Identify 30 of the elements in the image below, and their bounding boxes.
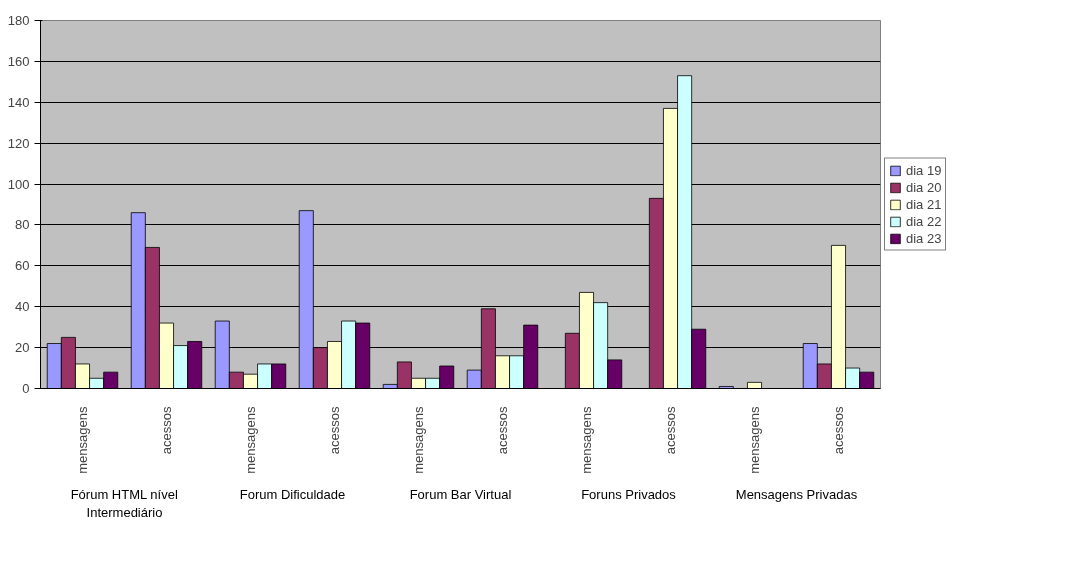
x-tick-label: acessos: [663, 406, 678, 455]
x-tick-label: acessos: [327, 406, 342, 455]
x-tick-label: mensagens: [411, 406, 426, 474]
legend-label: dia 20: [906, 179, 942, 195]
y-tick-label: 100: [7, 176, 30, 192]
y-tick-label: 140: [7, 94, 30, 110]
x-tick-label: mensagens: [747, 406, 762, 474]
y-tick-label: 80: [15, 217, 30, 233]
legend-label: dia 19: [906, 162, 942, 178]
y-tick-label: 40: [15, 299, 30, 315]
text: Forum Bar Virtual: [409, 486, 512, 502]
text: Foruns Privados: [581, 486, 677, 502]
text: Fórum HTML nível Intermediário: [70, 486, 178, 520]
legend-label: dia 23: [906, 230, 942, 246]
text: Forum Dificuldade: [239, 486, 346, 502]
x-tick-label: acessos: [495, 406, 510, 455]
legend-label: dia 21: [906, 196, 942, 212]
y-tick-label: 60: [15, 258, 30, 274]
y-tick-label: 180: [7, 13, 30, 28]
legend-label: dia 22: [906, 213, 942, 229]
x-tick-label: mensagens: [579, 406, 594, 474]
x-tick-label: mensagens: [243, 406, 258, 474]
text: Mensagens Privadas: [735, 486, 858, 502]
x-tick-label: acessos: [831, 406, 846, 455]
y-tick-label: 20: [15, 340, 30, 356]
x-tick-label: mensagens: [75, 406, 90, 474]
y-tick-label: 160: [7, 53, 30, 69]
y-tick-label: 120: [7, 135, 30, 151]
x-tick-label: acessos: [159, 406, 174, 455]
y-tick-label: 0: [22, 381, 30, 396]
